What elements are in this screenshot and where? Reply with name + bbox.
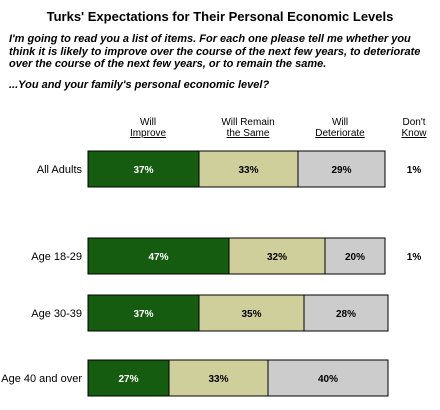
bar-segment-will-remain-the-same-age-40-and-over bbox=[168, 359, 269, 397]
row-label-all-adults: All Adults bbox=[37, 164, 83, 176]
column-header-same-line2: the Same bbox=[226, 128, 270, 139]
data-label-will-remain-the-same-age-18-29: 32% bbox=[267, 252, 287, 263]
bar-segment-will-deteriorate-all-adults bbox=[297, 150, 386, 188]
bar-segment-will-deteriorate-age-18-29 bbox=[324, 237, 386, 275]
bar-segment-will-remain-the-same-all-adults bbox=[198, 150, 299, 188]
dont-know-label-all-adults: 1% bbox=[407, 165, 422, 176]
data-label-will-remain-the-same-all-adults: 33% bbox=[238, 165, 258, 176]
data-label-will-remain-the-same-age-40-and-over: 33% bbox=[208, 374, 228, 385]
column-header-deteriorate-line2: Deteriorate bbox=[315, 128, 365, 139]
column-header-dontknow-line2: Know bbox=[401, 128, 427, 139]
data-label-will-improve-age-18-29: 47% bbox=[148, 252, 168, 263]
chart-title: Turks' Expectations for Their Personal E… bbox=[46, 9, 394, 24]
column-header-deteriorate-line1: Will bbox=[331, 117, 349, 128]
bar-segment-will-remain-the-same-age-18-29 bbox=[228, 237, 326, 275]
survey-question: I'm going to read you a list of items. F… bbox=[9, 33, 421, 70]
column-header-deteriorate: Will Deteriorate bbox=[300, 117, 380, 139]
bar-segment-will-deteriorate-age-30-39 bbox=[303, 294, 389, 332]
column-header-improve-line1: Will bbox=[139, 117, 157, 128]
column-header-improve-line2: Improve bbox=[129, 128, 167, 139]
survey-subquestion: ...You and your family's personal econom… bbox=[9, 79, 270, 91]
data-label-will-improve-age-40-and-over: 27% bbox=[118, 374, 138, 385]
data-label-will-deteriorate-all-adults: 29% bbox=[331, 165, 351, 176]
column-header-same: Will Remain the Same bbox=[206, 117, 290, 139]
data-label-will-improve-age-30-39: 37% bbox=[133, 309, 153, 320]
data-label-will-improve-all-adults: 37% bbox=[133, 165, 153, 176]
data-label-will-remain-the-same-age-30-39: 35% bbox=[241, 309, 261, 320]
bar-segment-will-deteriorate-age-40-and-over bbox=[267, 359, 389, 397]
data-label-will-deteriorate-age-30-39: 28% bbox=[336, 309, 356, 320]
row-label-age-30-39: Age 30-39 bbox=[31, 308, 82, 320]
column-header-dontknow-line1: Don't bbox=[402, 117, 426, 128]
row-label-age-18-29: Age 18-29 bbox=[31, 251, 82, 263]
bar-segment-will-improve-age-40-and-over bbox=[87, 359, 170, 397]
column-header-improve: Will Improve bbox=[108, 117, 188, 139]
dont-know-label-age-18-29: 1% bbox=[407, 252, 422, 263]
bar-segment-will-improve-age-18-29 bbox=[87, 237, 230, 275]
row-label-age-40-and-over: Age 40 and over bbox=[1, 373, 82, 385]
bar-segment-will-improve-age-30-39 bbox=[87, 294, 200, 332]
bar-segment-will-improve-all-adults bbox=[87, 150, 200, 188]
data-label-will-deteriorate-age-18-29: 20% bbox=[345, 252, 365, 263]
column-header-dontknow: Don't Know bbox=[392, 117, 436, 139]
column-header-same-line1: Will Remain bbox=[221, 117, 275, 128]
data-label-will-deteriorate-age-40-and-over: 40% bbox=[318, 374, 338, 385]
